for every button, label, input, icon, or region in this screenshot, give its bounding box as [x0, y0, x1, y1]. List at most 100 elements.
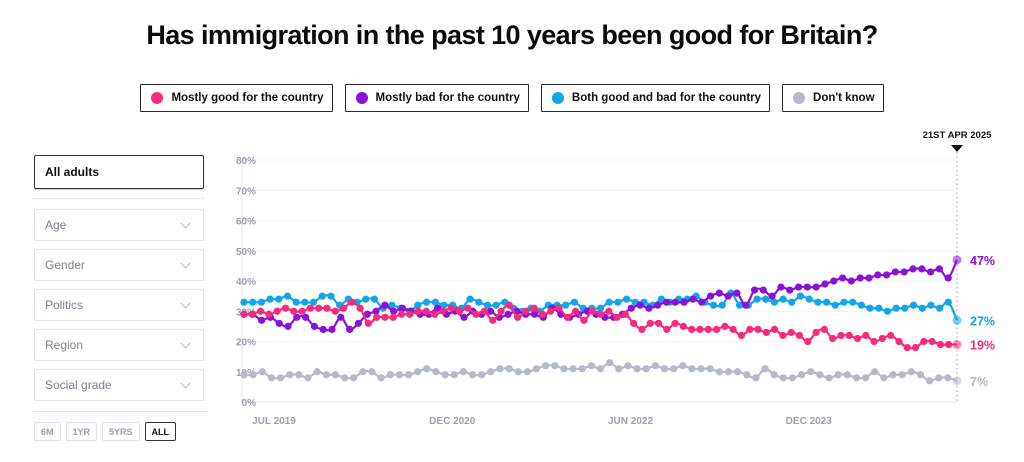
- y-tick-label: 50%: [236, 247, 256, 258]
- filter-age[interactable]: Age: [34, 209, 204, 241]
- data-point: [903, 343, 911, 352]
- legend-item-mostly-bad[interactable]: Mostly bad for the country: [344, 84, 529, 112]
- data-point: [861, 374, 870, 382]
- data-point: [752, 374, 760, 382]
- data-point: [812, 328, 820, 337]
- data-point: [750, 286, 759, 294]
- data-point: [265, 310, 273, 318]
- data-point: [706, 292, 715, 300]
- data-point: [459, 368, 467, 376]
- data-point: [578, 365, 586, 373]
- data-point: [762, 295, 770, 303]
- data-point: [596, 304, 605, 312]
- series-end-label: 27%: [970, 314, 995, 328]
- data-point: [697, 365, 705, 373]
- data-point: [489, 316, 497, 324]
- data-point: [880, 374, 888, 382]
- data-point: [364, 319, 372, 327]
- data-point: [306, 304, 314, 312]
- data-point: [256, 307, 265, 315]
- data-point: [328, 325, 336, 333]
- legend-item-dont-know[interactable]: Don't know: [782, 84, 884, 112]
- data-point: [486, 307, 495, 315]
- data-point: [918, 265, 926, 273]
- data-point: [771, 325, 779, 333]
- data-point: [350, 374, 358, 382]
- data-point: [319, 325, 327, 333]
- legend-label: Both good and bad for the country: [571, 92, 762, 104]
- data-point: [777, 283, 785, 291]
- data-point: [373, 313, 381, 321]
- data-point: [560, 365, 568, 373]
- data-point: [542, 362, 550, 370]
- data-point: [292, 298, 300, 306]
- data-point: [651, 362, 659, 370]
- data-point: [807, 368, 815, 376]
- divider: [34, 411, 208, 412]
- data-point: [404, 371, 413, 379]
- filter-social-grade[interactable]: Social grade: [34, 369, 204, 401]
- range-5yrs-button[interactable]: 5YRS: [102, 422, 140, 441]
- series-end-label: 19%: [970, 339, 995, 353]
- data-point: [952, 315, 962, 325]
- data-point: [849, 298, 857, 306]
- data-point: [460, 313, 468, 321]
- data-point: [514, 368, 522, 376]
- data-point: [709, 301, 718, 309]
- data-point: [348, 298, 356, 306]
- data-point: [464, 304, 472, 312]
- data-point: [439, 307, 447, 315]
- data-point: [840, 298, 848, 306]
- data-point: [704, 325, 712, 333]
- filter-politics[interactable]: Politics: [34, 289, 204, 321]
- data-point: [406, 310, 414, 318]
- data-point: [825, 374, 833, 382]
- legend-item-mostly-good[interactable]: Mostly good for the country: [140, 84, 333, 112]
- data-point: [505, 365, 513, 373]
- data-point: [928, 337, 936, 346]
- data-point: [478, 371, 486, 379]
- legend-item-both[interactable]: Both good and bad for the country: [540, 84, 771, 112]
- filter-label: Region: [45, 338, 84, 352]
- data-point: [927, 301, 935, 309]
- data-point: [472, 310, 480, 318]
- data-point: [522, 307, 530, 315]
- data-point: [423, 365, 431, 373]
- filter-gender[interactable]: Gender: [34, 249, 204, 281]
- data-point: [871, 368, 879, 376]
- range-1yr-button[interactable]: 1YR: [65, 422, 98, 441]
- data-point: [368, 368, 376, 376]
- data-point: [852, 374, 861, 382]
- data-point: [615, 365, 623, 373]
- data-point: [696, 325, 704, 333]
- data-point: [275, 319, 283, 327]
- range-6m-button[interactable]: 6M: [34, 422, 61, 441]
- filter-region[interactable]: Region: [34, 329, 204, 361]
- data-point: [240, 371, 248, 379]
- data-point: [663, 325, 671, 333]
- data-point: [646, 319, 654, 327]
- data-point: [901, 304, 909, 312]
- data-point: [944, 274, 952, 282]
- data-point: [267, 374, 276, 382]
- data-point: [622, 295, 631, 303]
- data-point: [440, 301, 448, 309]
- data-point: [318, 292, 326, 300]
- data-point: [895, 337, 903, 346]
- data-point: [523, 368, 531, 376]
- all-adults-button[interactable]: All adults: [34, 155, 204, 189]
- data-point: [654, 301, 662, 309]
- data-point: [284, 322, 292, 330]
- data-point: [786, 286, 794, 294]
- data-point: [733, 289, 741, 297]
- data-point: [363, 310, 371, 318]
- data-point: [874, 271, 882, 279]
- x-tick-label: JUN 2022: [608, 416, 653, 427]
- data-point: [286, 371, 294, 379]
- data-point: [853, 334, 862, 343]
- series-line: [243, 259, 959, 332]
- data-point: [386, 371, 394, 379]
- data-point: [283, 292, 292, 300]
- range-all-button[interactable]: ALL: [144, 422, 177, 441]
- data-point: [258, 316, 266, 324]
